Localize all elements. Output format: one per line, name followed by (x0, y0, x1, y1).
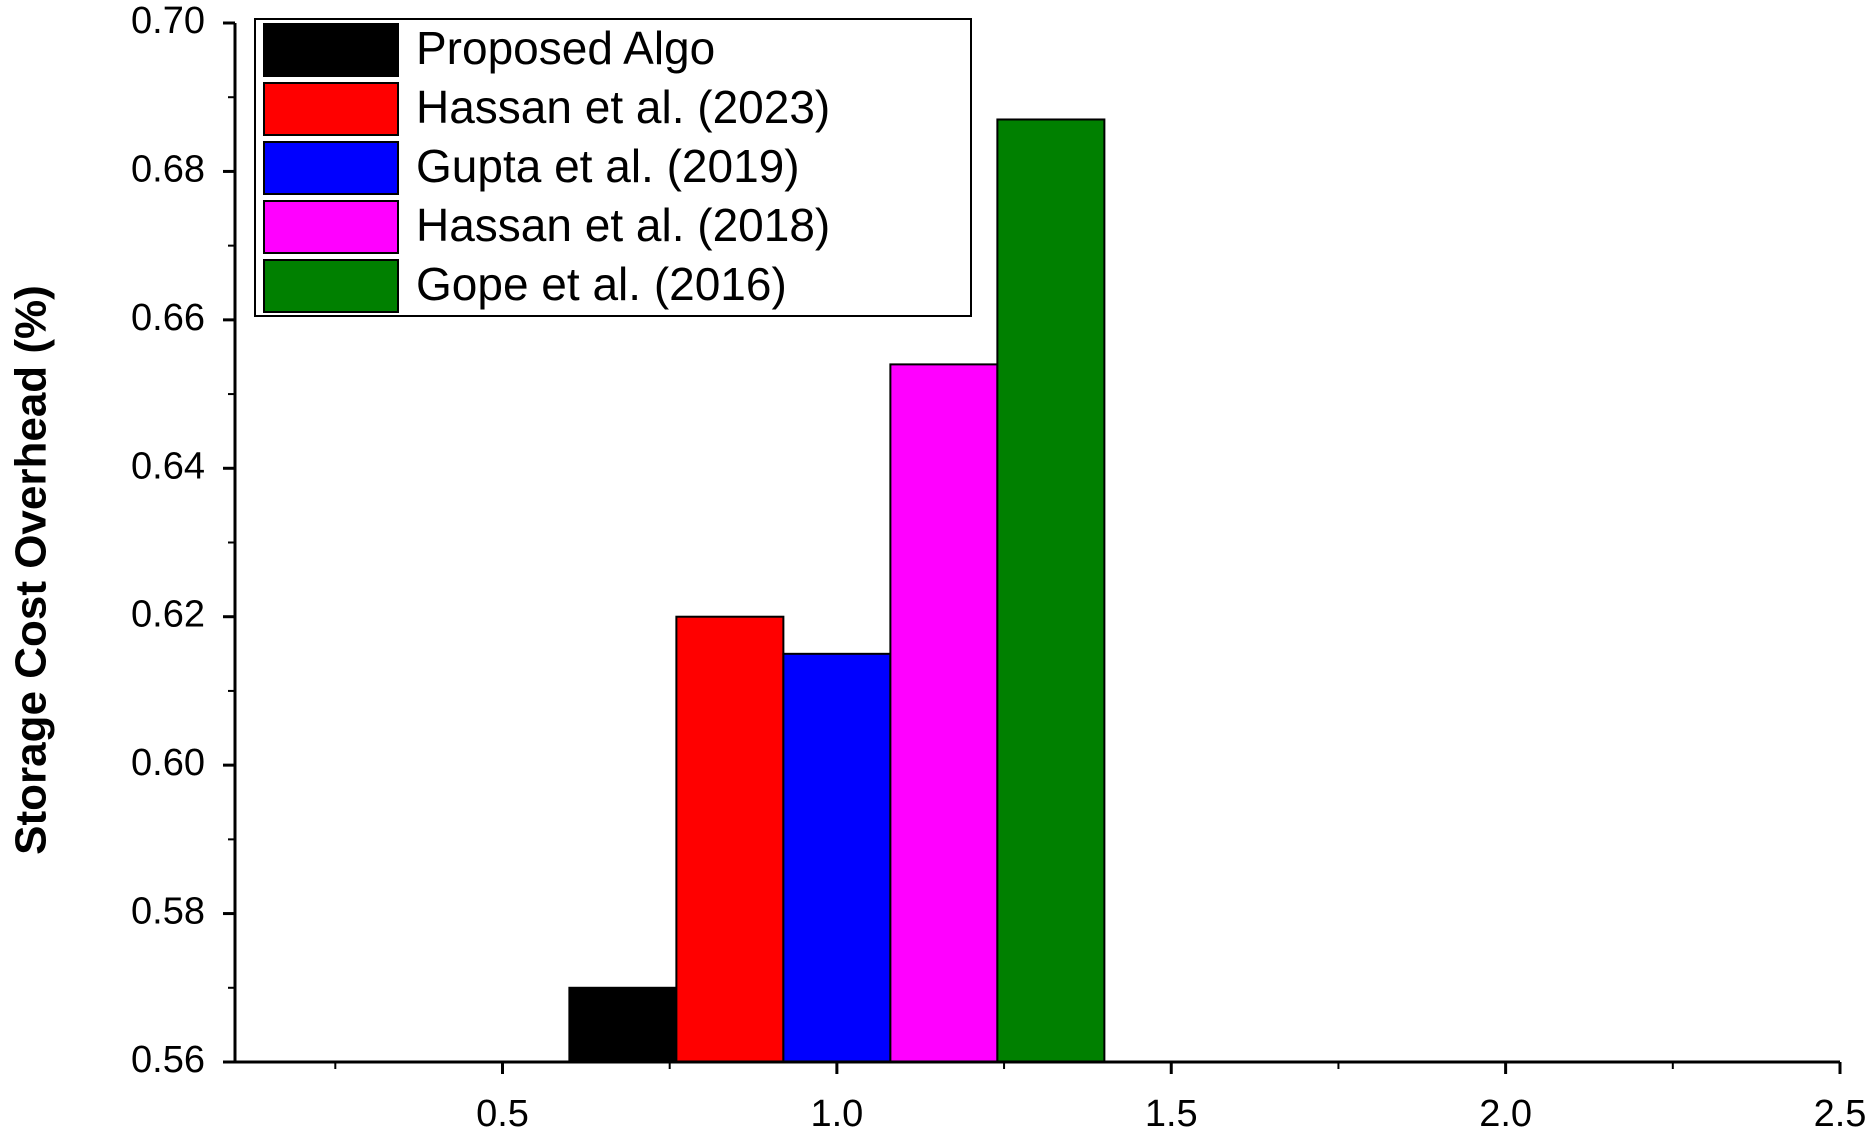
legend-label: Hassan et al. (2023) (416, 81, 830, 133)
legend-swatch (263, 23, 399, 77)
y-tick-label: 0.62 (131, 594, 205, 636)
legend-swatch (263, 200, 399, 254)
y-tick-label: 0.66 (131, 297, 205, 339)
y-tick-label: 0.56 (131, 1039, 205, 1081)
y-tick-label: 0.70 (131, 0, 205, 42)
legend-swatch (263, 259, 399, 313)
y-tick-label: 0.64 (131, 445, 205, 487)
bar (889, 363, 999, 1063)
x-tick-label: 2.5 (1814, 1093, 1867, 1135)
legend-swatch (263, 141, 399, 195)
x-tick-label: 0.5 (476, 1093, 529, 1135)
bar (782, 652, 892, 1063)
bar (675, 615, 785, 1063)
x-tick-label: 2.0 (1479, 1093, 1532, 1135)
x-tick-label: 1.0 (810, 1093, 863, 1135)
legend-label: Proposed Algo (416, 22, 715, 74)
y-axis-label: Storage Cost Overhead (%) (7, 285, 56, 855)
legend-label: Hassan et al. (2018) (416, 199, 830, 251)
x-tick-label: 1.5 (1145, 1093, 1198, 1135)
y-tick-label: 0.68 (131, 148, 205, 190)
legend-swatch (263, 82, 399, 136)
y-tick-label: 0.58 (131, 891, 205, 933)
bar (568, 986, 678, 1063)
bar (996, 118, 1106, 1063)
legend-label: Gope et al. (2016) (416, 258, 787, 310)
legend-label: Gupta et al. (2019) (416, 140, 800, 192)
y-tick-label: 0.60 (131, 742, 205, 784)
